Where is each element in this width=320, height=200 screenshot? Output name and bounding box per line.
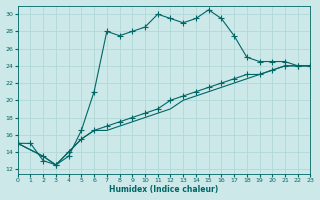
X-axis label: Humidex (Indice chaleur): Humidex (Indice chaleur) <box>109 185 219 194</box>
